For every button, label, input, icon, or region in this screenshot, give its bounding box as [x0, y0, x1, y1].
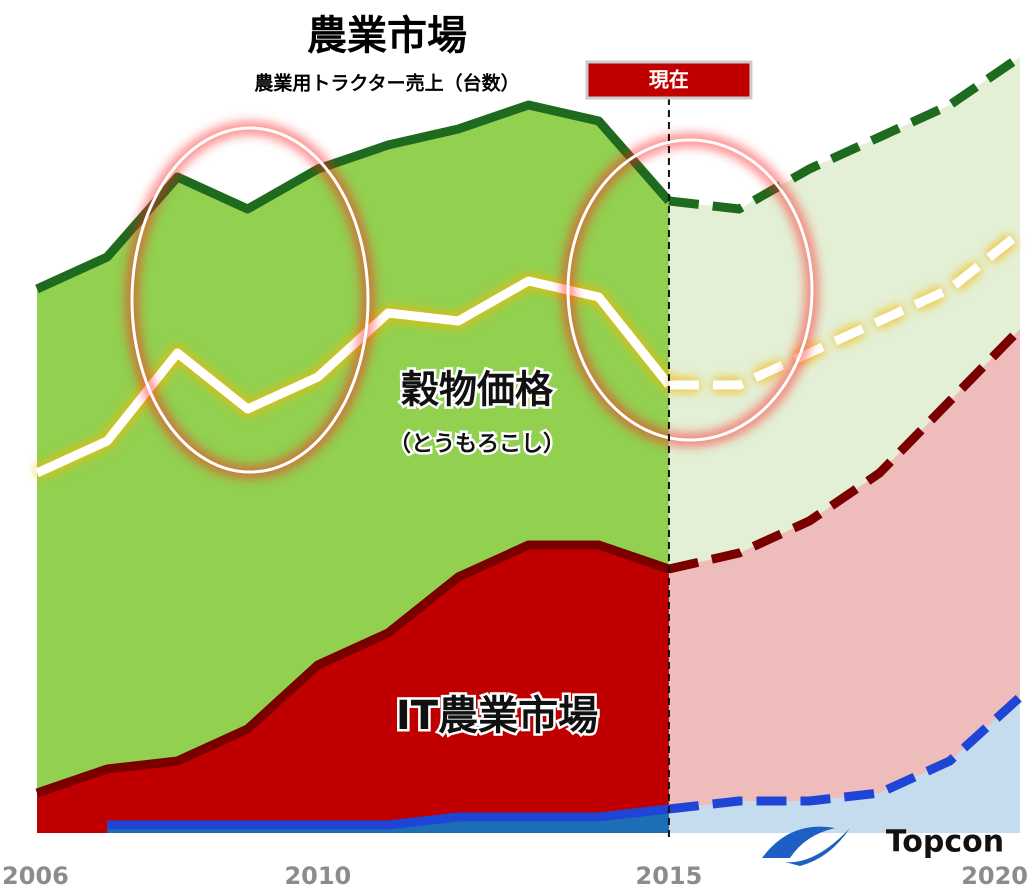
- now-badge: [585, 60, 753, 100]
- chart-title: 農業市場: [307, 13, 467, 59]
- area: [668, 697, 1020, 833]
- series-label: IT農業市場: [396, 693, 598, 739]
- area: [668, 329, 1020, 833]
- line: [668, 693, 1024, 814]
- highlight-ellipses: [125, 121, 819, 479]
- x-tick-label: 2006: [2, 862, 69, 890]
- chart-subtitle: 農業用トラクター売上（台数）: [254, 72, 519, 95]
- series-label: 穀物価格: [401, 368, 554, 412]
- line: [668, 53, 1023, 214]
- line: [107, 804, 670, 830]
- x-tick-label: 2020: [961, 862, 1028, 890]
- x-tick-label: 2010: [284, 862, 351, 890]
- now-label: 現在: [649, 68, 689, 92]
- topcon-logo: [762, 826, 850, 866]
- series-label: （とうもろこし）: [389, 432, 565, 457]
- line: [667, 325, 1024, 574]
- area: [37, 545, 669, 833]
- x-tick-label: 2015: [636, 862, 703, 890]
- brand: Topcon: [886, 825, 1004, 860]
- line: [668, 229, 1023, 390]
- line: [35, 540, 671, 798]
